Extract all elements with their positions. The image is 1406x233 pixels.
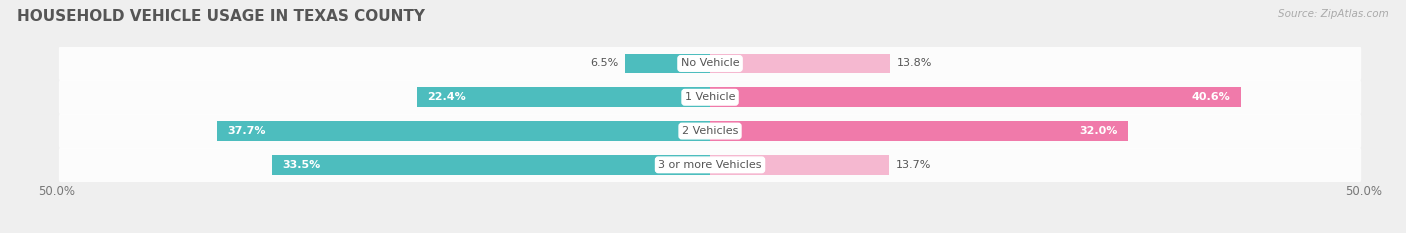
Text: 1 Vehicle: 1 Vehicle xyxy=(685,92,735,102)
Text: No Vehicle: No Vehicle xyxy=(681,58,740,69)
Text: Source: ZipAtlas.com: Source: ZipAtlas.com xyxy=(1278,9,1389,19)
Text: 3 or more Vehicles: 3 or more Vehicles xyxy=(658,160,762,170)
Bar xyxy=(271,155,710,175)
Text: 37.7%: 37.7% xyxy=(228,126,266,136)
Text: 2 Vehicles: 2 Vehicles xyxy=(682,126,738,136)
Text: 6.5%: 6.5% xyxy=(591,58,619,69)
Bar xyxy=(626,54,710,73)
FancyBboxPatch shape xyxy=(59,46,1361,81)
Text: HOUSEHOLD VEHICLE USAGE IN TEXAS COUNTY: HOUSEHOLD VEHICLE USAGE IN TEXAS COUNTY xyxy=(17,9,425,24)
Text: 32.0%: 32.0% xyxy=(1080,126,1118,136)
Bar xyxy=(710,155,889,175)
Text: 13.7%: 13.7% xyxy=(896,160,931,170)
Bar xyxy=(710,87,1241,107)
FancyBboxPatch shape xyxy=(59,148,1361,182)
Bar xyxy=(710,54,890,73)
Text: 13.8%: 13.8% xyxy=(897,58,932,69)
Bar xyxy=(217,121,710,141)
FancyBboxPatch shape xyxy=(59,114,1361,148)
Bar xyxy=(418,87,710,107)
Bar xyxy=(710,121,1129,141)
Text: 40.6%: 40.6% xyxy=(1192,92,1230,102)
Text: 22.4%: 22.4% xyxy=(427,92,467,102)
FancyBboxPatch shape xyxy=(59,80,1361,114)
Text: 33.5%: 33.5% xyxy=(283,160,321,170)
